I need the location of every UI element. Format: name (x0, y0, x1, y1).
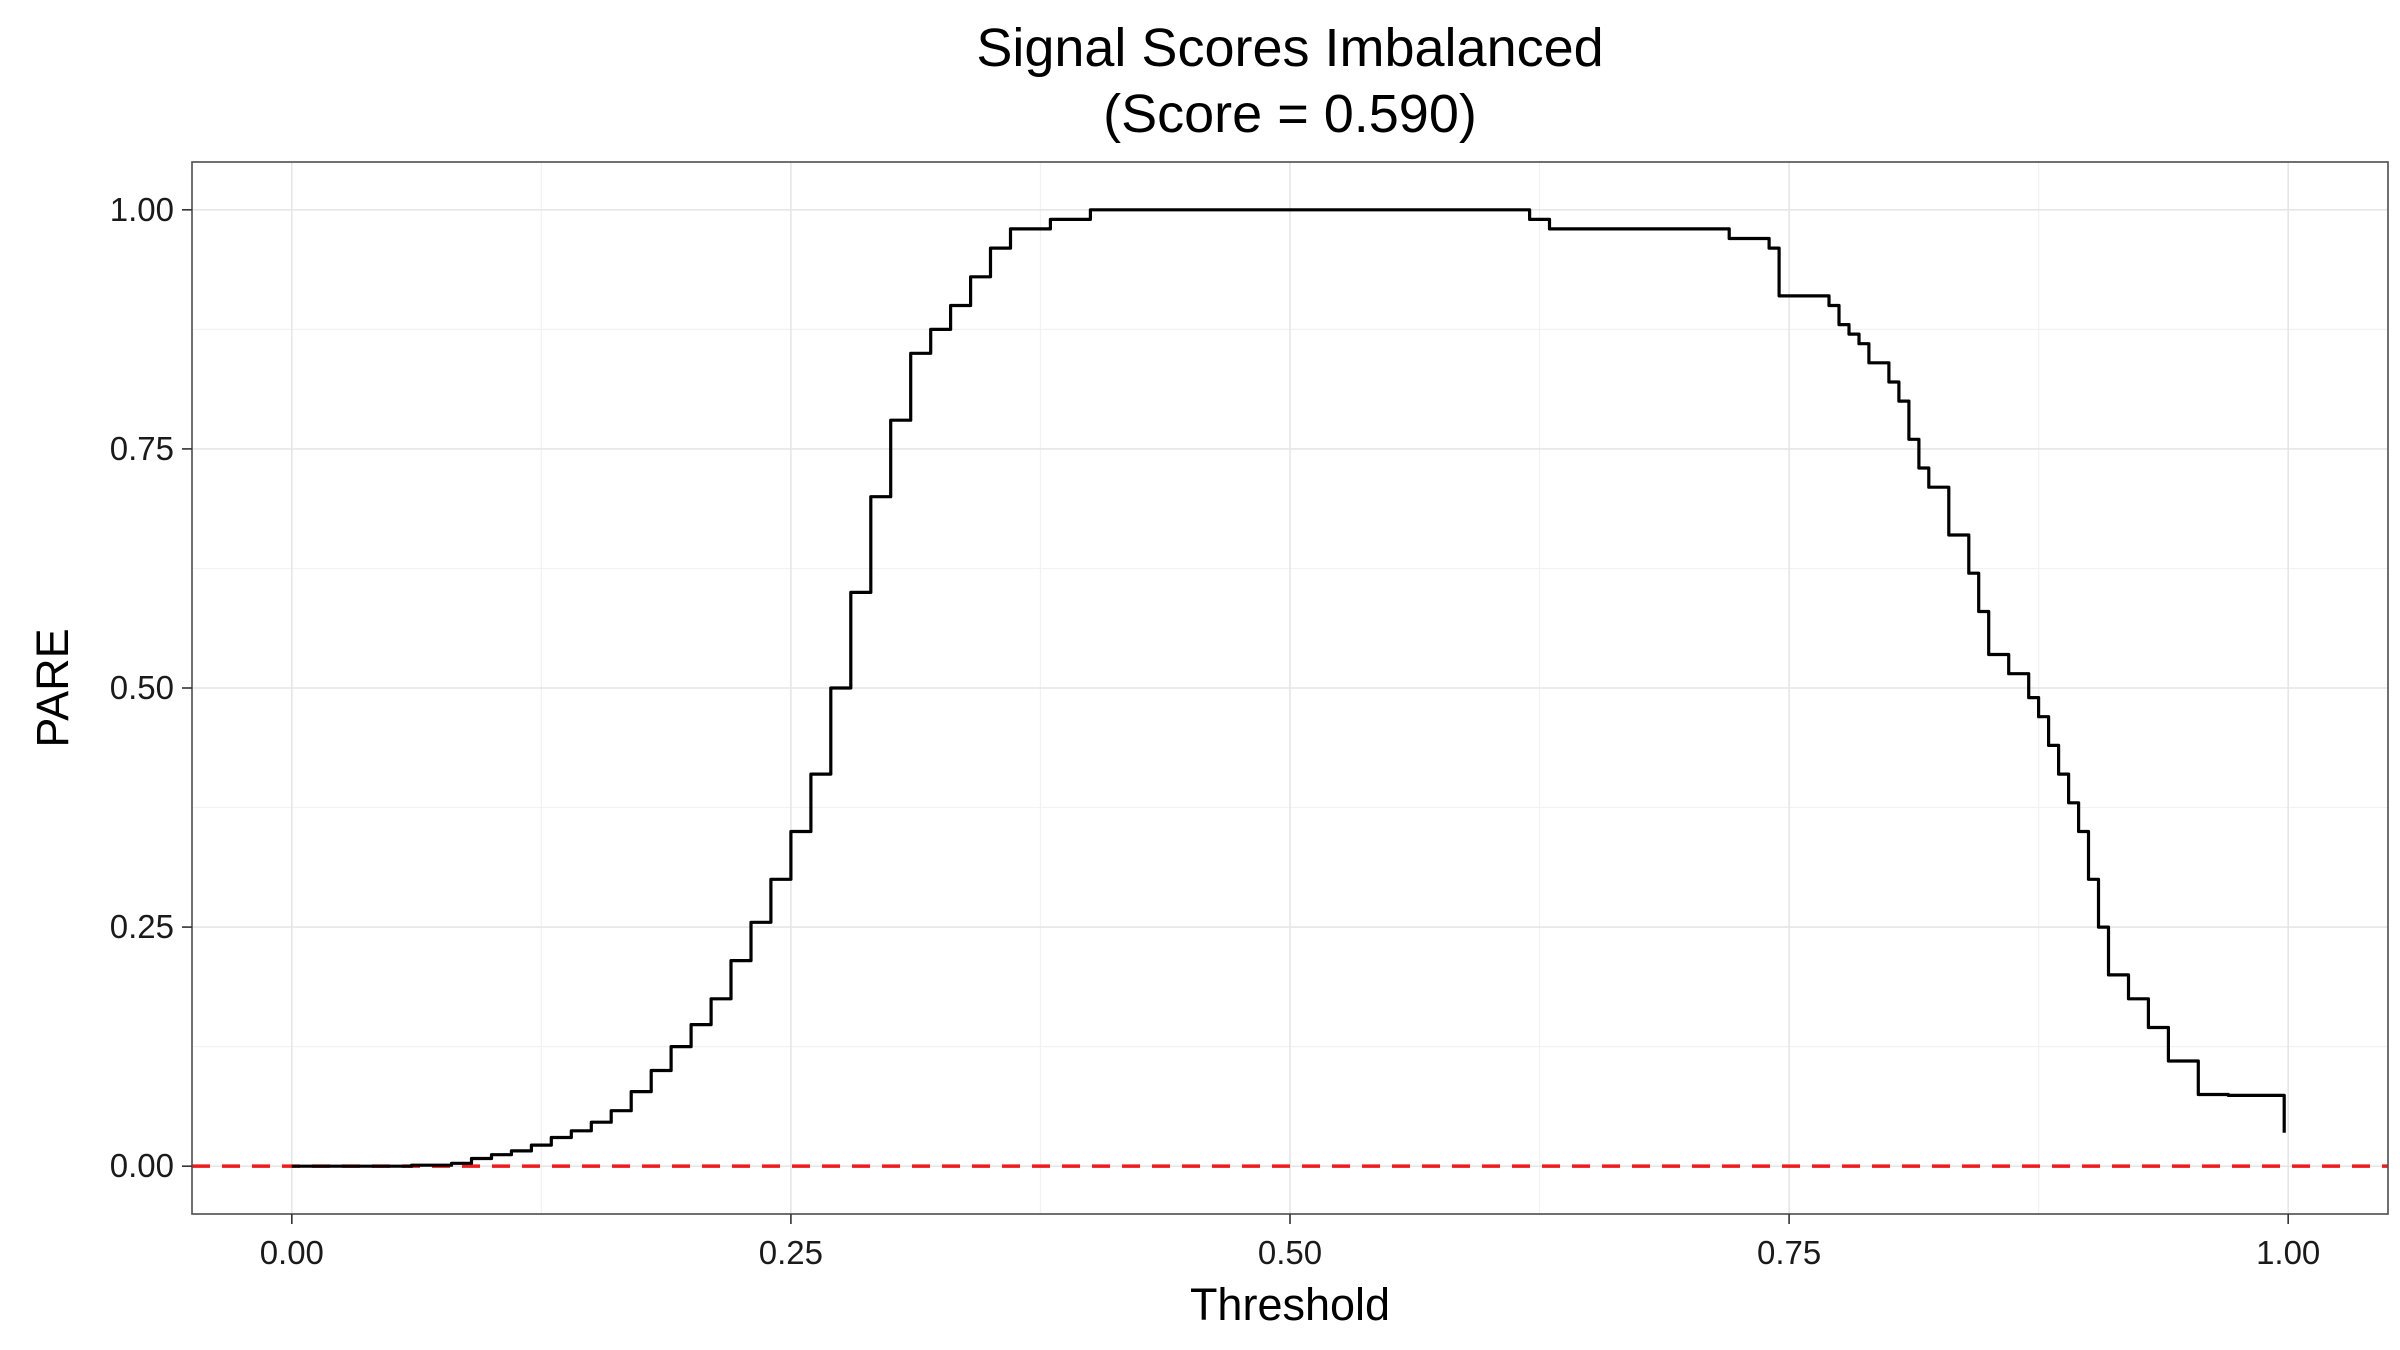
y-axis-title: PARE (27, 628, 78, 747)
x-axis-title: Threshold (1190, 1279, 1390, 1330)
x-axis-ticks: 0.00 0.25 0.50 0.75 1.00 (260, 1214, 2320, 1271)
x-tick-label: 0.00 (260, 1234, 324, 1271)
y-axis-ticks: 0.00 0.25 0.50 0.75 1.00 (110, 191, 192, 1184)
y-tick-label: 0.75 (110, 430, 174, 467)
y-tick-label: 0.50 (110, 669, 174, 706)
x-tick-label: 0.50 (1258, 1234, 1322, 1271)
x-tick-label: 0.25 (759, 1234, 823, 1271)
y-tick-label: 0.25 (110, 908, 174, 945)
chart-subtitle: (Score = 0.590) (1103, 84, 1477, 144)
series-group (291, 208, 2286, 1168)
y-tick-label: 1.00 (110, 191, 174, 228)
y-tick-label: 0.00 (110, 1147, 174, 1184)
x-tick-label: 1.00 (2256, 1234, 2320, 1271)
series-line (291, 208, 2286, 1168)
x-tick-label: 0.75 (1757, 1234, 1821, 1271)
chart-title: Signal Scores Imbalanced (976, 18, 1603, 78)
